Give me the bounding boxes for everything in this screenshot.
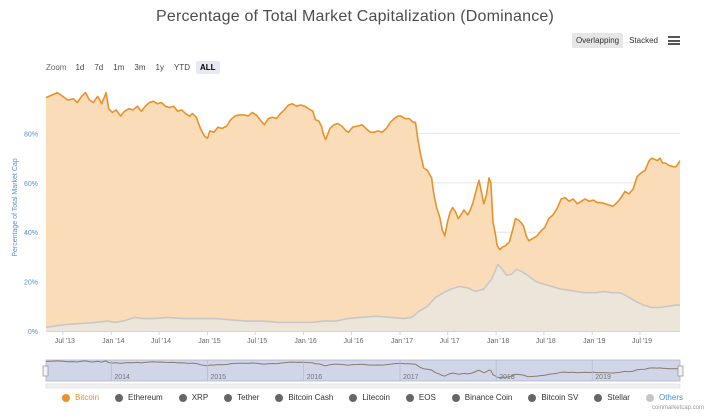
legend-label: EOS: [418, 393, 436, 402]
legend-item-eos[interactable]: EOS: [405, 393, 436, 402]
x-tick-label: Jul '15: [247, 338, 267, 345]
legend-label: Binance Coin: [464, 393, 513, 402]
x-tick-label: Jul '17: [440, 338, 460, 345]
navigator-label: 2019: [595, 374, 611, 381]
navigator-label: 2015: [210, 374, 226, 381]
legend-label: Litecoin: [362, 393, 390, 402]
x-tick-label: Jul '16: [344, 338, 364, 345]
x-tick-label: Jan '16: [294, 338, 316, 345]
x-tick-label: Jan '17: [391, 338, 413, 345]
legend-item-binance-coin[interactable]: Binance Coin: [451, 393, 513, 402]
others-series-line[interactable]: [45, 263, 680, 329]
navigator-label: 2016: [307, 374, 323, 381]
legend-item-bitcoin-sv[interactable]: Bitcoin SV: [528, 393, 578, 402]
legend-label: XRP: [191, 393, 209, 402]
x-tick-label: Jan '15: [198, 338, 220, 345]
legend-item-bitcoin-cash[interactable]: Bitcoin Cash: [275, 393, 333, 402]
credit: coinmarketcap.com: [651, 405, 704, 411]
legend-marker: [405, 393, 414, 402]
legend-label: Ethereum: [128, 393, 163, 402]
chart-title: Percentage of Total Market Capitalizatio…: [155, 8, 555, 25]
legend-item-ethereum[interactable]: Ethereum: [115, 393, 163, 402]
x-tick-label: Jul '18: [536, 338, 556, 345]
legend-marker: [224, 393, 233, 402]
y-axis-label: Percentage of Total Market Cap: [12, 158, 19, 256]
legend-label: Others: [658, 393, 683, 402]
legend-marker: [178, 393, 187, 402]
x-tick-label: Jan '14: [102, 338, 124, 345]
menu-icon[interactable]: [668, 36, 680, 45]
bitcoin-series-line[interactable]: [45, 91, 681, 251]
legend-label: Bitcoin SV: [541, 393, 579, 402]
navigator-label: 2014: [114, 374, 130, 381]
zoom-button-ytd[interactable]: YTD: [173, 63, 190, 72]
legend-marker: [528, 393, 537, 402]
navigator-handle-left[interactable]: [42, 365, 49, 377]
legend-label: Tether: [237, 393, 260, 402]
legend-item-bitcoin[interactable]: Bitcoin: [62, 393, 99, 402]
navigator-scrollbar[interactable]: [45, 383, 681, 389]
legend-marker: [275, 393, 284, 402]
navigator-series: [45, 360, 681, 379]
y-tick-label: 40%: [24, 230, 38, 237]
others-series-area: [46, 264, 680, 331]
legend-item-tether[interactable]: Tether: [224, 393, 259, 402]
y-tick-label: 20%: [24, 280, 38, 287]
x-tick-label: Jul '19: [632, 338, 652, 345]
x-tick-label: Jan '19: [583, 338, 605, 345]
view-mode-toggle: Overlapping Stacked: [570, 33, 680, 48]
y-tick-label: 80%: [24, 131, 38, 138]
legend-marker: [645, 393, 654, 402]
legend-marker: [594, 393, 603, 402]
legend-label: Bitcoin: [75, 393, 100, 402]
navigator-handle-right[interactable]: [677, 365, 684, 377]
legend-marker: [451, 393, 460, 402]
zoom-button-1d[interactable]: 1d: [75, 63, 85, 72]
zoom-button-all[interactable]: ALL: [195, 61, 220, 74]
x-tick-label: Jan '18: [487, 338, 509, 345]
legend-marker: [62, 393, 70, 402]
zoom-bar: Zoom 1d 7d 1m 3m 1y YTD ALL: [46, 61, 222, 74]
zoom-button-1m[interactable]: 1m: [113, 63, 125, 72]
legend: Bitcoin Ethereum XRP Tether Bitcoin Cash Lite…: [62, 393, 699, 402]
zoom-button-7d[interactable]: 7d: [94, 63, 104, 72]
y-tick-label: 60%: [24, 181, 38, 188]
legend-item-others[interactable]: Others: [645, 393, 683, 402]
zoom-button-3m[interactable]: 3m: [134, 63, 146, 72]
legend-item-litecoin[interactable]: Litecoin: [349, 393, 390, 402]
legend-marker: [115, 393, 124, 402]
legend-label: Stellar: [607, 393, 630, 402]
zoom-label: Zoom: [46, 63, 67, 72]
y-tick-label: 0%: [28, 329, 38, 336]
navigator-label: 2017: [403, 374, 419, 381]
stacked-button[interactable]: Stacked: [629, 36, 658, 45]
x-tick-label: Jul '14: [151, 338, 171, 345]
zoom-button-1y[interactable]: 1y: [155, 63, 164, 72]
navigator-label: 2018: [499, 374, 515, 381]
legend-label: Bitcoin Cash: [288, 393, 334, 402]
legend-marker: [349, 393, 358, 402]
x-tick-label: Jul '13: [55, 338, 75, 345]
legend-item-xrp[interactable]: XRP: [178, 393, 209, 402]
zoom-buttons: 1d 7d 1m 3m 1y YTD ALL: [71, 61, 221, 74]
overlapping-button[interactable]: Overlapping: [571, 33, 624, 48]
legend-item-stellar[interactable]: Stellar: [594, 393, 630, 402]
